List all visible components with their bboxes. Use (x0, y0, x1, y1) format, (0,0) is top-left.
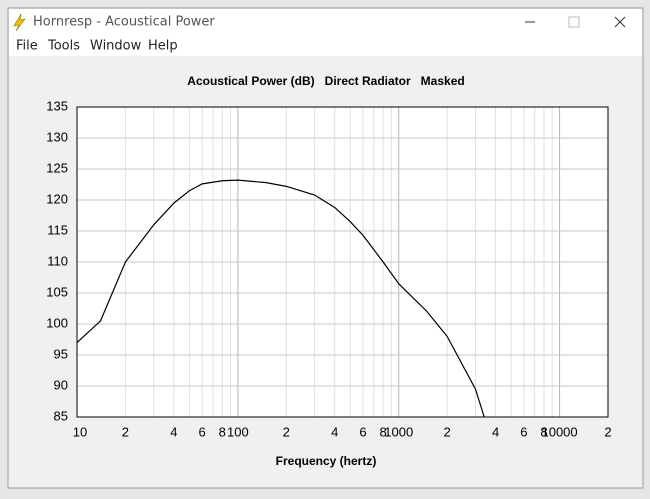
y-tick-label: 100 (46, 315, 68, 330)
y-tick-label: 95 (54, 346, 68, 361)
x-axis-label: Frequency (hertz) (276, 454, 377, 468)
app-icon (13, 13, 26, 32)
x-tick-label: 8 (540, 424, 547, 439)
menu-item[interactable]: Tools (47, 39, 80, 54)
window-title: Hornresp - Acoustical Power (33, 15, 215, 30)
x-tick-label: 6 (520, 424, 527, 439)
x-tick-label: 100 (227, 424, 249, 439)
maximize-button[interactable] (568, 16, 580, 28)
y-tick-label: 105 (46, 284, 68, 299)
y-tick-label: 120 (46, 191, 68, 206)
y-tick-label: 85 (54, 408, 68, 423)
x-tick-label: 8 (380, 424, 387, 439)
menu-item[interactable]: File (16, 39, 38, 54)
y-tick-label: 90 (54, 377, 68, 392)
x-tick-label: 2 (604, 424, 611, 439)
x-tick-label: 2 (283, 424, 290, 439)
x-tick-label: 8 (219, 424, 226, 439)
x-tick-label: 2 (444, 424, 451, 439)
y-tick-label: 110 (47, 253, 68, 268)
data-line (76, 179, 485, 418)
x-tick-label: 10000 (541, 424, 577, 439)
plot-frame (76, 106, 609, 418)
y-tick-label: 135 (46, 98, 68, 113)
x-tick-label: 6 (359, 424, 366, 439)
x-tick-label: 1000 (384, 424, 413, 439)
menu-bar (9, 36, 642, 56)
y-tick-label: 130 (46, 129, 68, 144)
menu-item[interactable]: Window (90, 39, 142, 54)
y-tick-label: 125 (46, 160, 68, 175)
x-tick-label: 4 (170, 424, 177, 439)
title-bar (9, 9, 642, 36)
menu-item[interactable]: Help (148, 39, 178, 54)
x-tick-label: 4 (492, 424, 499, 439)
close-button[interactable] (614, 16, 626, 28)
x-tick-label: 4 (331, 424, 338, 439)
x-tick-label: 10 (73, 424, 87, 439)
x-tick-label: 6 (199, 424, 206, 439)
y-tick-label: 115 (47, 222, 68, 237)
x-tick-label: 2 (122, 424, 129, 439)
chart-title: Acoustical Power (dB) Direct Radiator Ma… (187, 74, 464, 88)
